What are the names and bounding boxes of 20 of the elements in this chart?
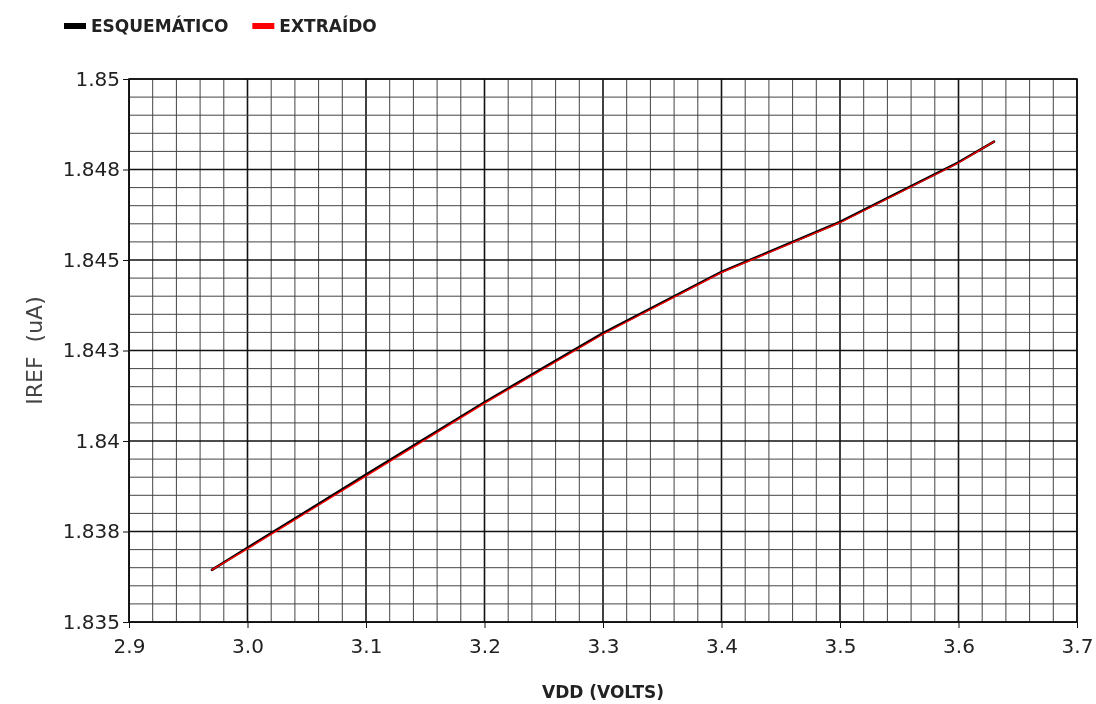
x-tick-label: 2.9 <box>113 634 146 658</box>
x-tick-label: 3.2 <box>469 634 501 658</box>
x-axis-title: VDD (VOLTS) <box>541 682 665 702</box>
x-tick-label: 3.0 <box>232 634 264 658</box>
y-tick-label: 1.85 <box>75 66 120 91</box>
x-tick-label: 3.3 <box>587 634 620 658</box>
x-tick-label: 3.1 <box>350 634 383 658</box>
y-tick-label: 1.848 <box>62 157 120 182</box>
y-tick-label: 1.835 <box>62 609 120 634</box>
y-axis-title: IREF (uA) <box>22 296 47 405</box>
x-tick-label: 3.4 <box>706 634 738 658</box>
y-tick-label: 1.84 <box>75 428 120 453</box>
x-tick-label: 3.5 <box>824 634 857 658</box>
y-tick-label: 1.838 <box>62 519 120 544</box>
legend-label: ESQUEMÁTICO <box>91 15 229 36</box>
legend-label: EXTRAÍDO <box>279 15 377 36</box>
x-tick-label: 3.7 <box>1061 634 1094 658</box>
y-tick-label: 1.843 <box>62 338 120 363</box>
x-tick-label: 3.6 <box>943 634 975 658</box>
y-tick-label: 1.845 <box>62 247 120 272</box>
